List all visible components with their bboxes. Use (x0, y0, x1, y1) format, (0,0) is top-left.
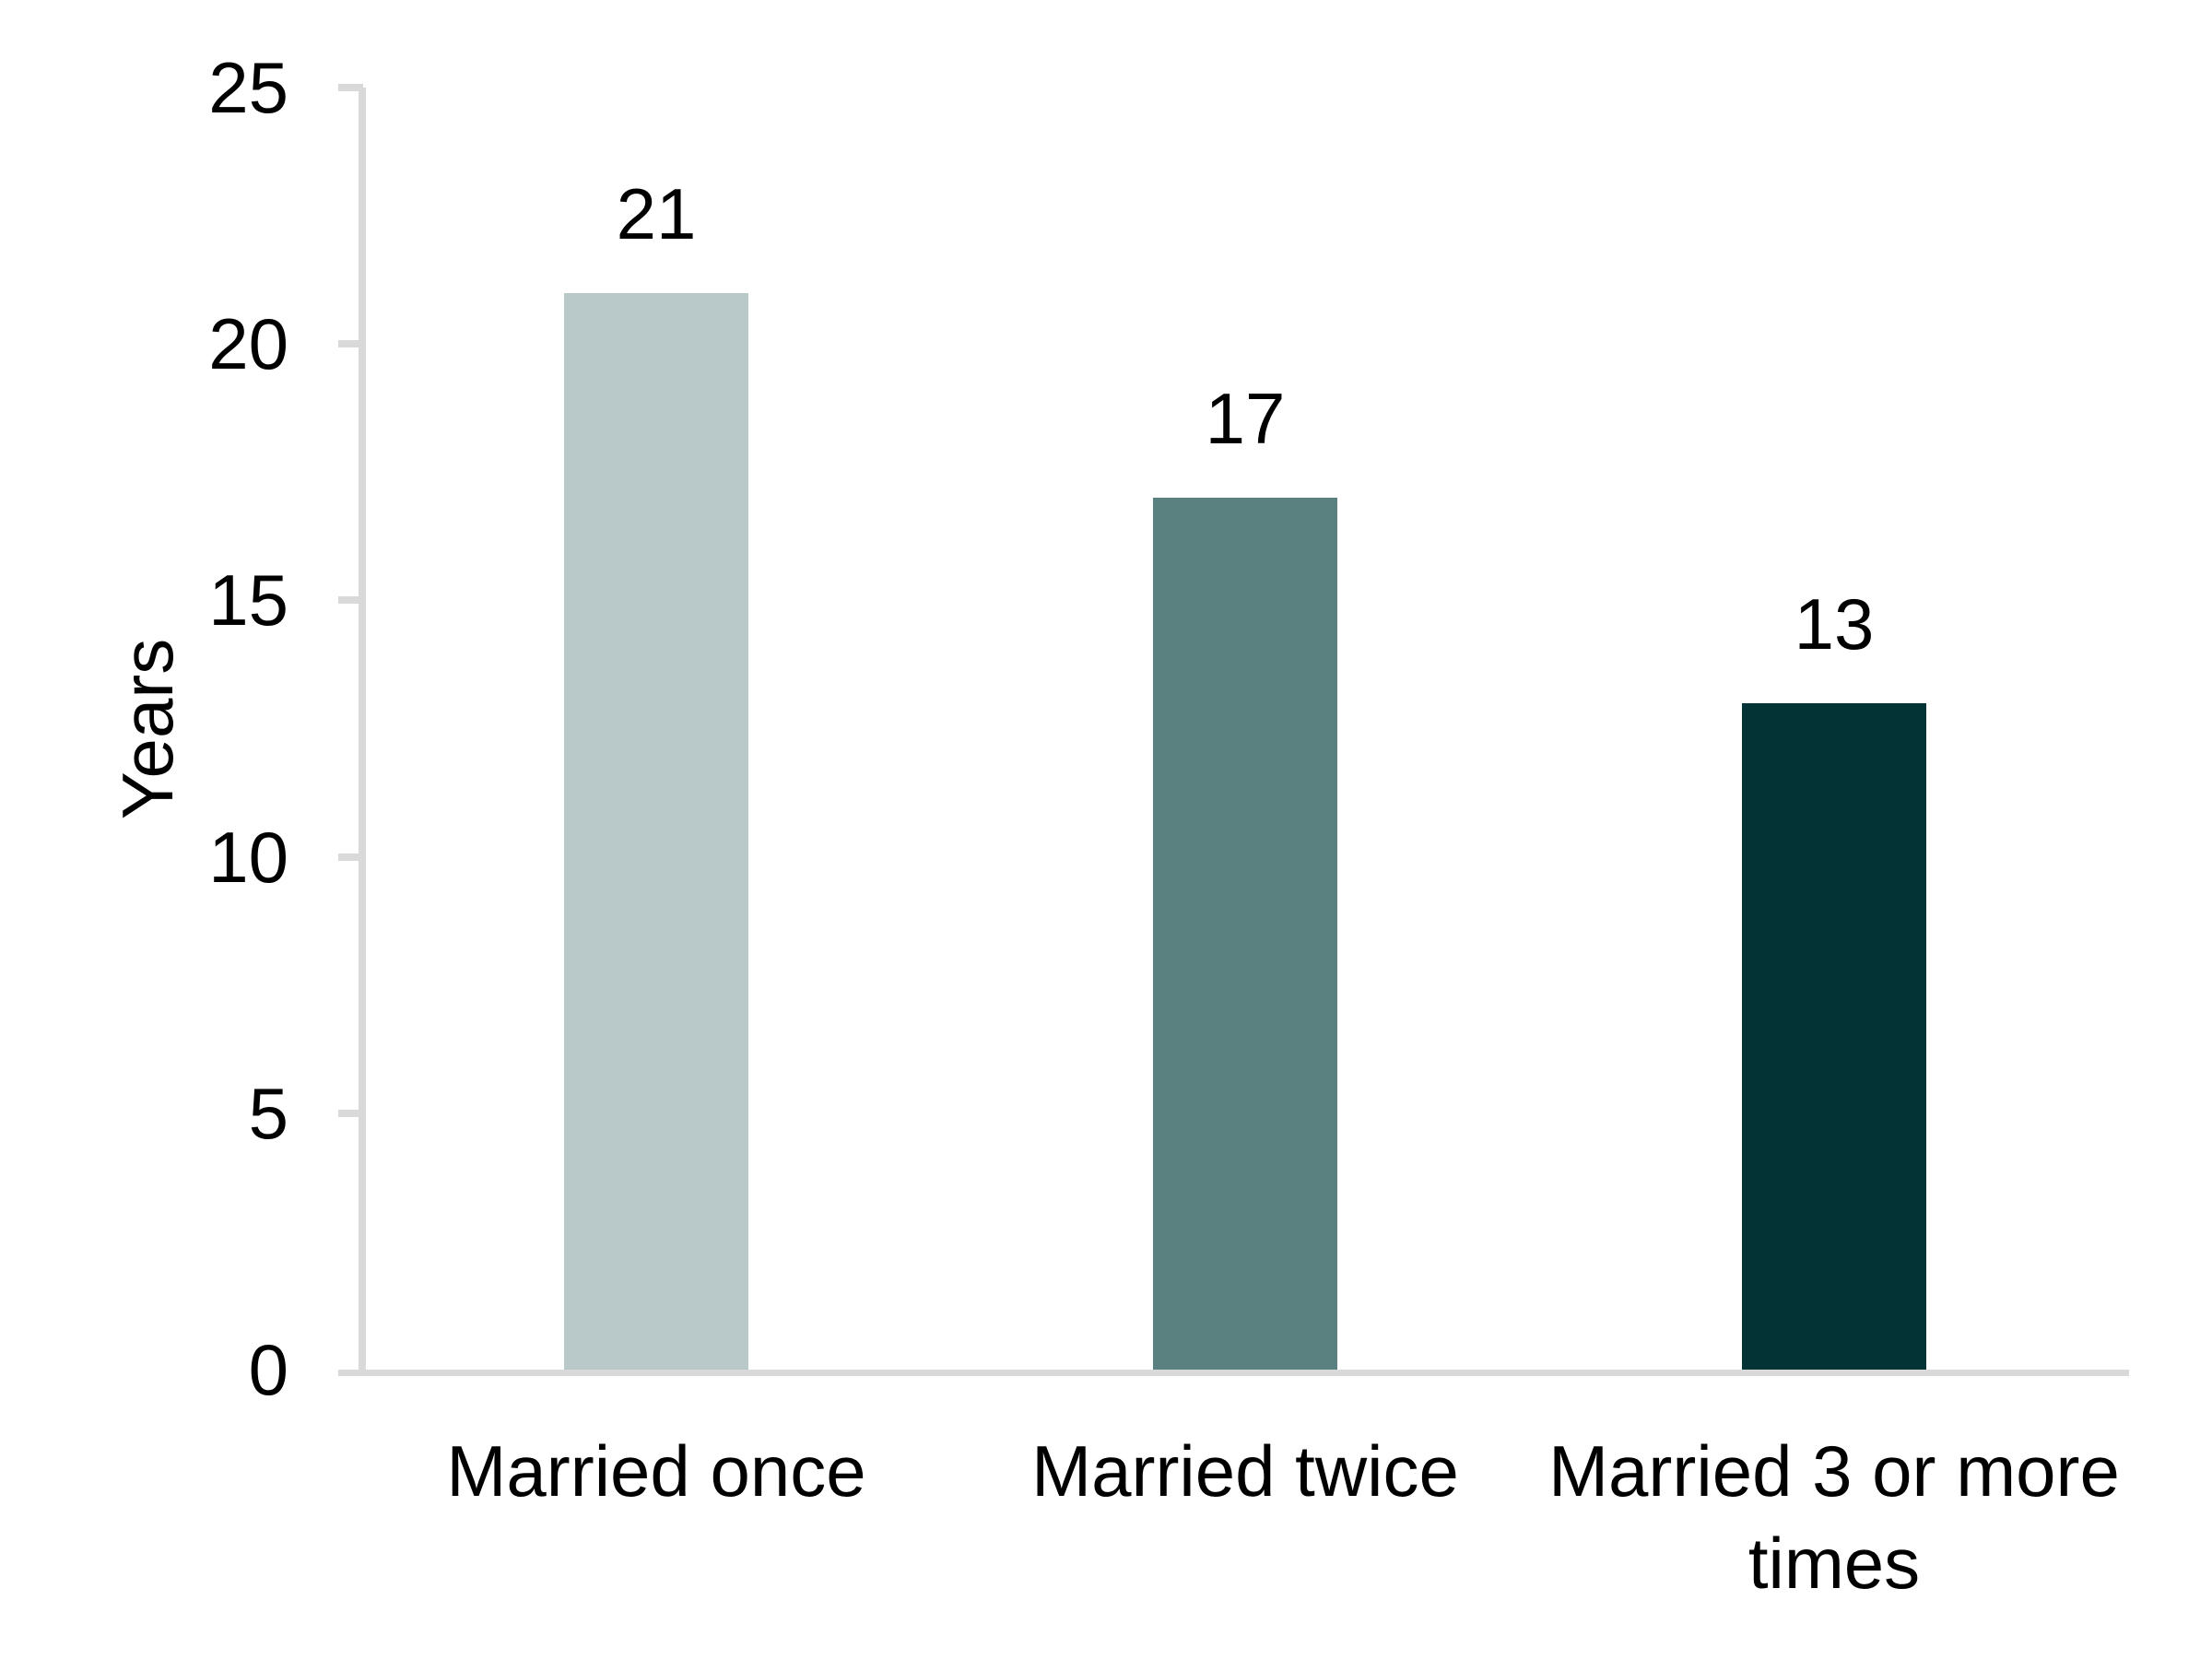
y-tick-label-10: 10 (208, 816, 288, 898)
category-label-2: Married twice (1031, 1430, 1459, 1512)
x-axis-line (338, 1370, 2129, 1376)
y-tick-label-25: 25 (208, 47, 288, 128)
y-tick-5 (338, 1109, 363, 1117)
y-tick-label-20: 20 (208, 303, 288, 385)
y-tick-20 (338, 340, 363, 348)
bar-value-label-3: 13 (1794, 582, 1875, 665)
y-tick-10 (338, 853, 363, 861)
bar-3 (1742, 702, 1926, 1370)
y-axis-line (359, 88, 366, 1376)
y-tick-label-5: 5 (248, 1072, 288, 1154)
bar-value-label-2: 17 (1205, 378, 1286, 460)
y-tick-25 (338, 84, 363, 91)
y-axis-title: Years (107, 638, 188, 819)
y-tick-label-15: 15 (208, 559, 288, 641)
category-label-3: Married 3 or more times (1548, 1430, 2120, 1604)
y-tick-label-0: 0 (248, 1329, 288, 1410)
bar-2 (1153, 498, 1337, 1370)
category-label-1: Married once (446, 1430, 866, 1512)
y-tick-15 (338, 596, 363, 605)
bar-value-label-1: 21 (616, 172, 697, 254)
bar-1 (564, 292, 748, 1370)
